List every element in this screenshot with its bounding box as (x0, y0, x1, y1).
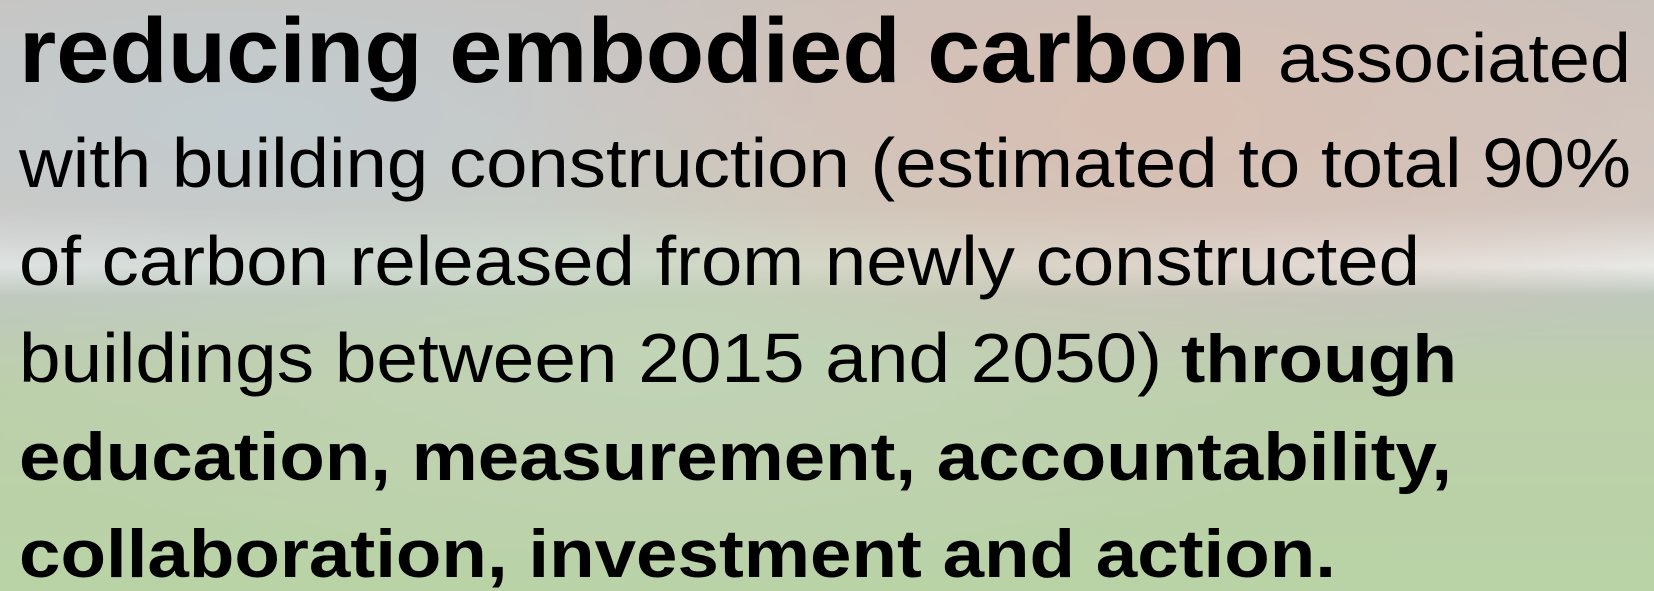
text-line: reducing embodied carbon associated (19, 0, 1631, 102)
text: associated (1278, 19, 1631, 97)
text-line: of carbon released from newly constructe… (19, 222, 1420, 300)
text-line: buildings between 2015 and 2050) through (19, 319, 1457, 397)
bold-text: collaboration, investment and action. (19, 516, 1336, 591)
text: of carbon released from newly constructe… (19, 222, 1420, 300)
text-line: education, measurement, accountability, (19, 419, 1452, 495)
text-line: collaboration, investment and action. (19, 516, 1336, 591)
text-line: with building construction (estimated to… (18, 124, 1631, 202)
bold-text: education, measurement, accountability, (19, 419, 1452, 495)
bold-text: through (1181, 321, 1457, 397)
text: with building construction (estimated to… (18, 124, 1631, 202)
bold-text: reducing embodied carbon (19, 0, 1246, 102)
text: buildings between 2015 and 2050) (19, 319, 1162, 397)
